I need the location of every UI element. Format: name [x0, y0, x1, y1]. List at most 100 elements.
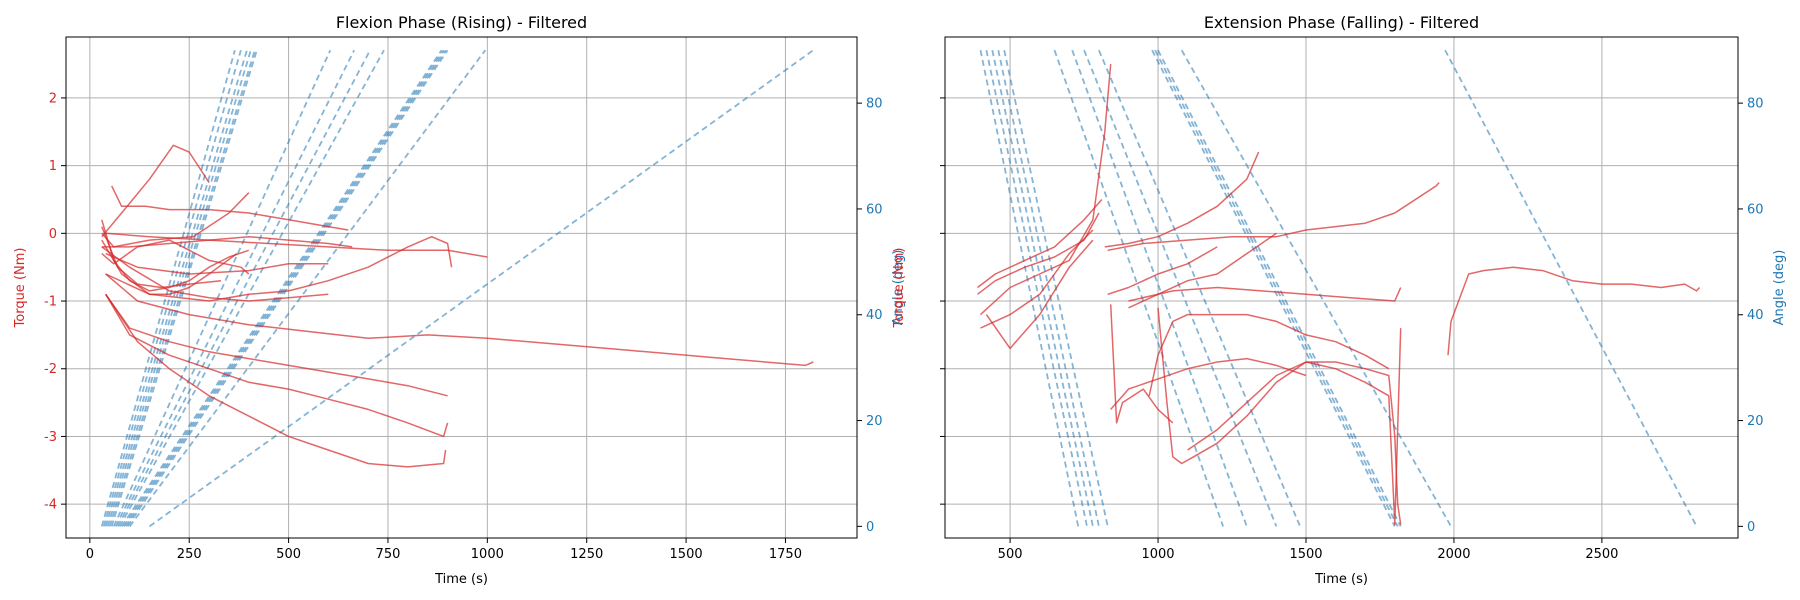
flexion-x-tick-label: 0 — [86, 547, 94, 562]
flexion-y2-tick-label: 0 — [866, 520, 874, 535]
extension-torque-line-6 — [1107, 182, 1440, 252]
extension-torque-line-4 — [985, 239, 1094, 350]
flexion-y2-tick-label: 60 — [866, 202, 883, 217]
extension-panel: 500 1000 1500 2000 2500 0 20 40 60 80 Extension P… — [892, 13, 1787, 587]
extension-angle-line-11 — [1157, 49, 1402, 527]
extension-torque-line-0 — [977, 199, 1103, 289]
flexion-angle-line-4 — [108, 49, 256, 527]
flexion-torque-line-11 — [105, 273, 814, 367]
extension-angle-line-10 — [1154, 49, 1399, 527]
flexion-x-tick-label: 1750 — [769, 547, 802, 562]
flexion-torque-line-6 — [101, 144, 210, 238]
flexion-panel: 0 250 500 750 1000 1250 1500 1750-4-3-2-1012020… — [13, 13, 906, 587]
flexion-torque-line-10 — [105, 235, 453, 302]
extension-angle-line-13 — [1444, 49, 1698, 527]
flexion-torque-line-14 — [105, 293, 447, 468]
extension-angle-line-2 — [991, 50, 1094, 527]
flexion-y-tick-label: 1 — [49, 159, 57, 174]
extension-angle-line-7 — [1083, 49, 1278, 527]
extension-angle-line-5 — [1053, 49, 1224, 527]
flexion-torque-line-8 — [101, 235, 353, 248]
extension-angle-line-0 — [979, 50, 1080, 527]
flexion-angle-line-9 — [118, 49, 385, 527]
extension-chart-title: Extension Phase (Falling) - Filtered — [1204, 13, 1479, 32]
flexion-x-tick-label: 250 — [177, 547, 202, 562]
flexion-angle-line-14 — [128, 49, 487, 527]
flexion-angle-line-6 — [112, 49, 332, 527]
flexion-torque-line-12 — [105, 293, 448, 397]
extension-angle-line-3 — [997, 50, 1100, 527]
extension-torque-line-14 — [1187, 361, 1402, 525]
flexion-torque-line-2 — [101, 226, 222, 289]
flexion-torque-line-9 — [105, 232, 488, 258]
flexion-torque-line-1 — [101, 239, 238, 296]
extension-torque-line-9 — [1107, 246, 1218, 296]
extension-left-y-axis-label: Torque (Nm) — [892, 248, 907, 329]
flexion-angle-line-11 — [122, 49, 445, 527]
extension-x-tick-label: 2500 — [1585, 547, 1618, 562]
flexion-y-tick-label: -2 — [44, 362, 57, 377]
flexion-y2-tick-label: 80 — [866, 97, 883, 112]
extension-torque-line-7 — [1128, 232, 1277, 309]
extension-torque-line-5 — [1104, 151, 1260, 248]
extension-y2-tick-label: 60 — [1747, 202, 1764, 217]
extension-plot-frame — [944, 36, 1739, 539]
extension-y2-tick-label: 20 — [1747, 414, 1764, 429]
extension-y2-tick-label: 0 — [1747, 520, 1755, 535]
flexion-angle-line-7 — [114, 49, 356, 527]
flexion-x-tick-label: 1000 — [471, 547, 504, 562]
extension-x-tick-label: 2000 — [1437, 547, 1470, 562]
flexion-y-tick-label: -1 — [44, 295, 57, 310]
extension-right-y-axis-label: Angle (deg) — [1772, 250, 1787, 326]
extension-torque-line-11 — [1109, 304, 1174, 424]
flexion-angle-line-1 — [102, 49, 242, 527]
flexion-left-y-axis-label: Torque (Nm) — [13, 248, 28, 329]
extension-torque-line-8 — [1128, 286, 1402, 302]
extension-x-tick-label: 1500 — [1289, 547, 1322, 562]
extension-x-axis-label: Time (s) — [1314, 572, 1368, 587]
flexion-y-tick-label: 2 — [49, 91, 57, 106]
flexion-angle-line-2 — [104, 49, 248, 527]
extension-torque-line-3 — [980, 229, 1094, 329]
flexion-y-tick-label: 0 — [49, 227, 57, 242]
flexion-angle-line-10 — [120, 49, 443, 527]
extension-y2-tick-label: 40 — [1747, 308, 1764, 323]
flexion-x-tick-label: 500 — [276, 547, 301, 562]
flexion-torque-line-15 — [105, 252, 329, 275]
flexion-y2-tick-label: 20 — [866, 414, 883, 429]
flexion-y2-tick-label: 40 — [866, 308, 883, 323]
flexion-x-tick-label: 750 — [376, 547, 401, 562]
extension-x-tick-label: 1000 — [1141, 547, 1174, 562]
extension-angle-line-1 — [985, 50, 1088, 527]
flexion-angle-line-8 — [116, 49, 371, 527]
extension-angle-line-6 — [1071, 49, 1248, 527]
flexion-torque-line-4 — [101, 246, 329, 302]
flexion-y-tick-label: -3 — [44, 430, 57, 445]
flexion-angle-line-5 — [110, 49, 258, 527]
flexion-torque-line-0 — [101, 219, 250, 292]
flexion-angle-line-13 — [126, 49, 449, 527]
flexion-angle-line-3 — [106, 49, 252, 527]
flexion-x-tick-label: 1250 — [570, 547, 603, 562]
extension-angle-line-12 — [1180, 49, 1452, 527]
flexion-plot-frame — [65, 36, 858, 539]
flexion-torque-line-3 — [101, 239, 250, 275]
extension-y2-tick-label: 80 — [1747, 97, 1764, 112]
flexion-chart-title: Flexion Phase (Rising) - Filtered — [336, 13, 587, 32]
extension-torque-line-13 — [1157, 307, 1402, 526]
flexion-torque-line-13 — [105, 293, 449, 438]
flexion-x-axis-label: Time (s) — [434, 572, 488, 587]
flexion-y-tick-label: -4 — [44, 498, 57, 513]
extension-angle-line-8 — [1098, 49, 1301, 527]
extension-x-tick-label: 500 — [998, 547, 1023, 562]
flexion-right-y-axis-label: Angle (deg) — [891, 250, 906, 326]
extension-torque-line-2 — [979, 64, 1112, 316]
flexion-angle-line-0 — [100, 49, 236, 527]
extension-torque-line-10 — [1110, 357, 1307, 410]
extension-torque-line-15 — [1447, 266, 1701, 356]
flexion-x-tick-label: 1500 — [670, 547, 703, 562]
flexion-torque-line-7 — [111, 185, 349, 231]
flexion-angle-line-12 — [124, 49, 447, 527]
extension-torque-line-12 — [1148, 313, 1390, 396]
